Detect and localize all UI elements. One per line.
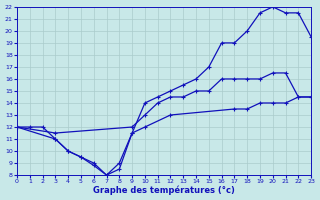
X-axis label: Graphe des températures (°c): Graphe des températures (°c) (93, 186, 235, 195)
